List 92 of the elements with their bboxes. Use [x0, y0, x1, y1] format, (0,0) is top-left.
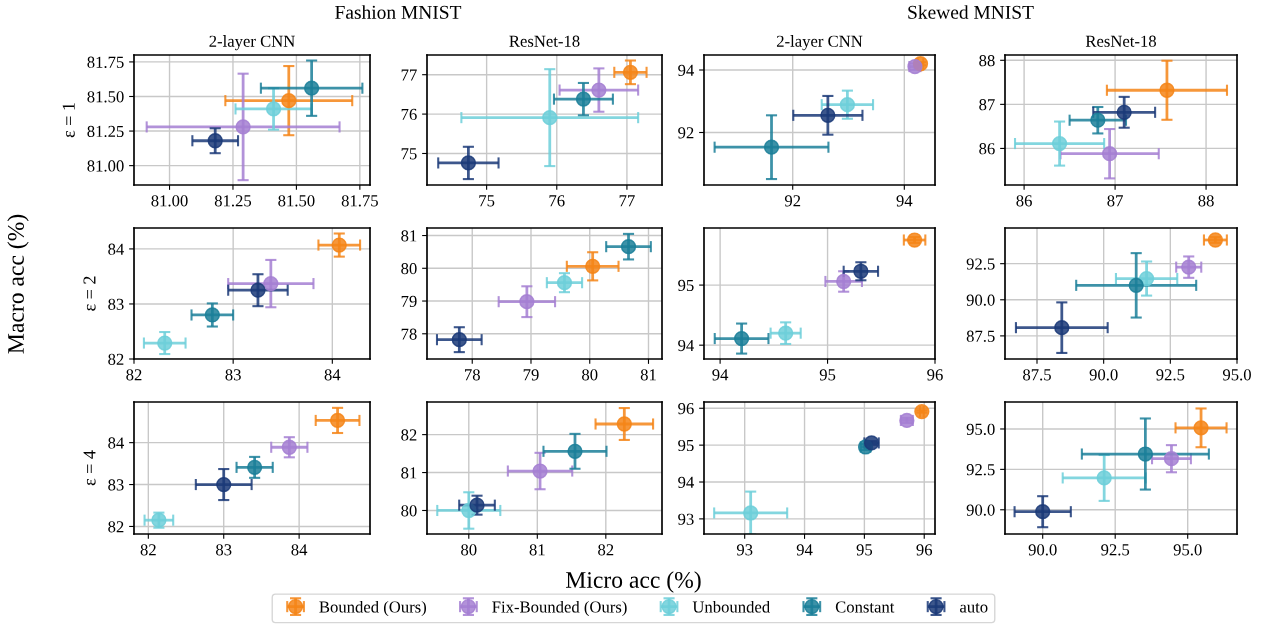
- text: Fashion MNIST: [335, 5, 462, 19]
- x-tick-label: 96: [927, 369, 943, 381]
- y-tick-label: 92.5: [966, 258, 995, 270]
- x-tick-label: 80: [461, 544, 477, 556]
- x-tick-label: 81.00: [151, 195, 188, 207]
- x-tick-label: 83: [216, 544, 232, 556]
- x-tick-label: 90.0: [1089, 369, 1118, 381]
- y-tick-label: 82: [108, 353, 124, 365]
- x-tick-label: 80: [582, 369, 598, 381]
- y-tick-label: 92: [678, 127, 694, 139]
- y-tick-label: 88: [979, 54, 995, 67]
- y-tick-label: 87.5: [966, 330, 995, 342]
- x-tick-label: 92.5: [1101, 544, 1130, 556]
- x-tick-label: 82: [140, 544, 156, 556]
- x-tick-label: 93: [736, 544, 753, 556]
- legend-label: Fix-Bounded (Ours): [492, 600, 627, 616]
- x-tick-label: 96: [916, 544, 933, 556]
- y-tick-label: 86: [979, 143, 995, 155]
- y-tick-label: 77: [401, 69, 417, 81]
- x-tick-label: 95: [856, 544, 873, 556]
- x-tick-label: 81.75: [341, 195, 378, 207]
- y-tick-label: 82: [401, 429, 417, 441]
- y-tick-label: 94: [678, 339, 695, 352]
- legend-label: Constant: [835, 601, 895, 613]
- y-tick-label: 79: [401, 295, 417, 307]
- x-tick-label: 81.50: [278, 195, 315, 207]
- x-tick-label: 81: [529, 544, 545, 556]
- x-tick-label: 92.5: [1156, 369, 1185, 381]
- y-axis-title: ε = 2: [83, 276, 96, 311]
- y-tick-label: 81.50: [87, 91, 124, 103]
- x-tick-label: 77: [619, 195, 635, 207]
- legend-label: auto: [960, 603, 988, 613]
- y-tick-label: 81.25: [87, 125, 124, 138]
- x-tick-label: 88: [1198, 195, 1214, 207]
- x-tick-label: 83: [225, 369, 241, 381]
- x-tick-label: 87: [1107, 195, 1123, 207]
- chart-title: 2-layer CNN: [209, 35, 295, 51]
- y-tick-label: 90.0: [966, 294, 995, 306]
- y-tick-label: 81.75: [87, 56, 124, 68]
- y-tick-label: 81.00: [87, 160, 124, 172]
- x-tick-label: 79: [523, 369, 539, 381]
- x-tick-label: 94: [796, 544, 813, 556]
- y-tick-label: 95: [678, 279, 694, 292]
- y-tick-label: 82: [108, 521, 124, 533]
- y-tick-label: 81: [401, 467, 417, 479]
- chart-title: 2-layer CNN: [776, 35, 863, 51]
- chart-title: ResNet-18: [509, 35, 580, 47]
- text: Skewed MNIST: [908, 5, 1034, 19]
- x-tick-label: 78: [465, 369, 480, 381]
- x-tick-label: 75: [479, 195, 495, 207]
- x-tick-label: 82: [126, 369, 142, 381]
- y-tick-label: 92.5: [966, 464, 995, 476]
- y-tick-label: 95: [678, 439, 694, 452]
- y-tick-label: 84: [108, 243, 125, 255]
- y-tick-label: 84: [108, 437, 125, 449]
- x-tick-label: 82: [598, 544, 614, 556]
- y-tick-label: 83: [108, 298, 124, 310]
- x-tick-label: 84: [291, 544, 308, 556]
- x-tick-label: 87.5: [1023, 369, 1051, 381]
- x-tick-label: 86: [1016, 195, 1032, 207]
- y-tick-label: 80: [401, 262, 417, 275]
- y-tick-label: 78: [401, 328, 417, 340]
- x-tick-label: 90.0: [1028, 544, 1057, 556]
- y-tick-label: 80: [401, 505, 417, 517]
- chart-title: ResNet-18: [1085, 35, 1156, 47]
- x-tick-label: 92: [784, 195, 801, 207]
- y-tick-label: 94: [678, 64, 695, 76]
- y-tick-label: 95.0: [966, 423, 995, 435]
- x-tick-label: 81.25: [214, 195, 252, 207]
- x-tick-label: 95: [819, 369, 836, 381]
- x-tick-label: 95.0: [1173, 544, 1202, 556]
- legend-label: Unbounded: [692, 600, 770, 613]
- y-tick-label: 81: [401, 230, 417, 242]
- y-tick-label: 93: [678, 513, 694, 525]
- y-tick-label: 94: [678, 476, 695, 488]
- y-tick-label: 96: [678, 403, 694, 415]
- x-tick-label: 81: [640, 369, 656, 381]
- y-tick-label: 87: [979, 99, 995, 111]
- x-tick-label: 84: [324, 369, 341, 381]
- y-axis-title: ε = 1: [62, 103, 75, 138]
- y-axis-title: ε = 4: [83, 450, 96, 486]
- legend-label: Bounded (Ours): [319, 600, 427, 616]
- text: Micro acc (%): [566, 571, 701, 593]
- y-tick-label: 83: [108, 479, 124, 491]
- x-tick-label: 95.0: [1222, 369, 1251, 381]
- x-tick-label: 94: [896, 195, 913, 207]
- y-tick-label: 76: [401, 108, 417, 121]
- text: Macro acc (%): [7, 214, 29, 354]
- y-tick-label: 75: [401, 148, 417, 160]
- x-tick-label: 94: [712, 369, 729, 381]
- x-tick-label: 76: [549, 195, 565, 207]
- y-tick-label: 90.0: [966, 504, 995, 516]
